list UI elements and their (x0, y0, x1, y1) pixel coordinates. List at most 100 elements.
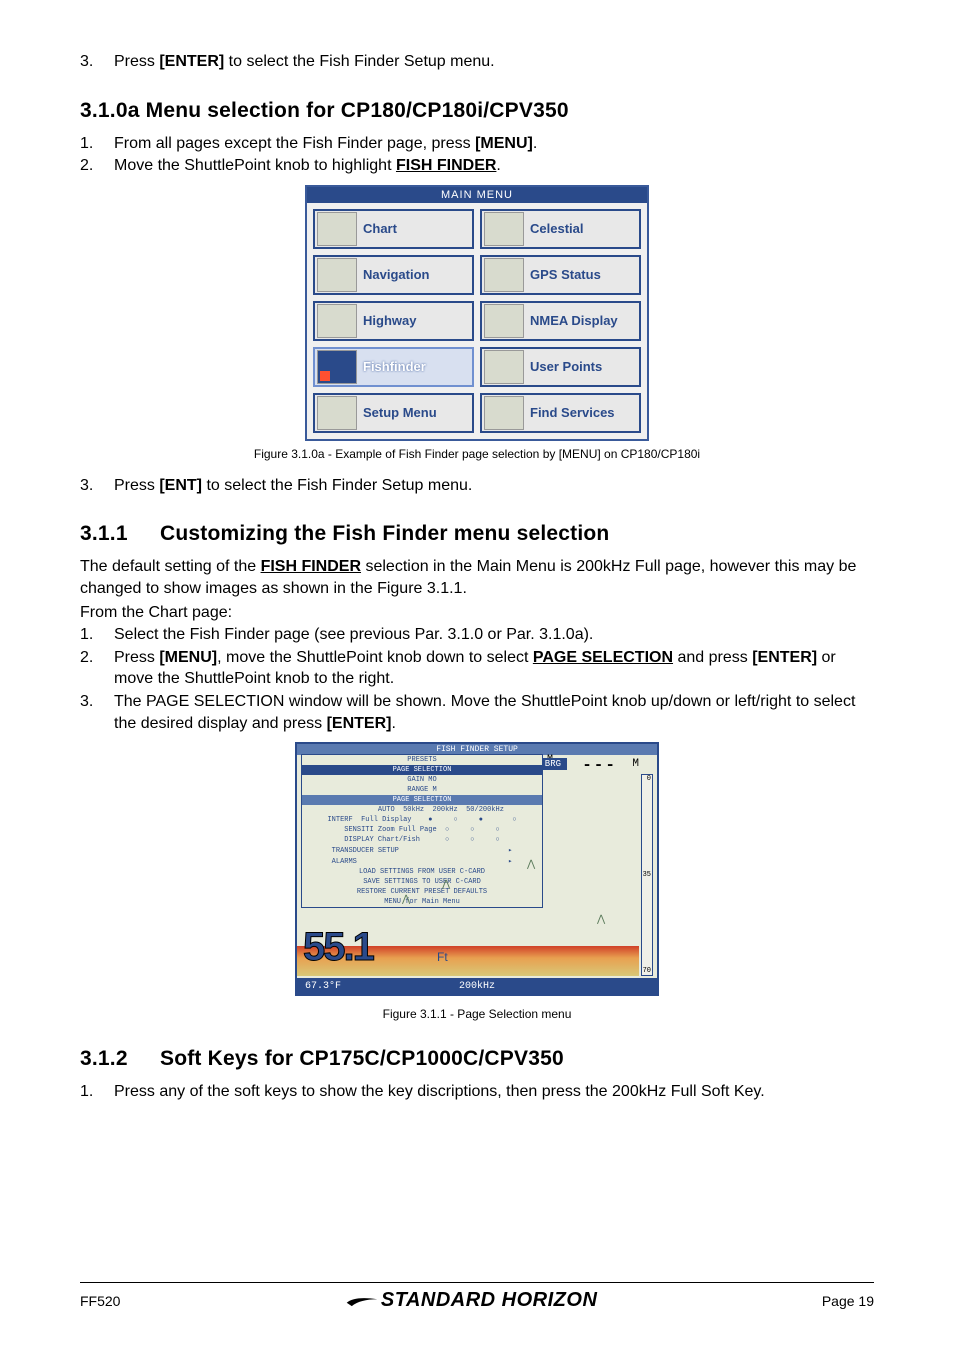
menu-cell-fishfinder[interactable]: Fishfinder (313, 347, 474, 387)
thumb-nmea-icon (484, 304, 524, 338)
text: Press (114, 649, 159, 666)
key-enter: [ENTER] (327, 715, 392, 732)
menu-cell-highway[interactable]: Highway (313, 301, 474, 341)
thumb-findservices-icon (484, 396, 524, 430)
heading-3-1-1: 3.1.1Customizing the Fish Finder menu se… (80, 522, 874, 546)
menu-label: Navigation (363, 267, 429, 282)
thumb-highway-icon (317, 304, 357, 338)
list-number: 3. (80, 691, 114, 734)
main-menu-title: MAIN MENU (307, 187, 647, 203)
scale-tick: 35 (643, 871, 651, 879)
text: to select the Fish Finder Setup menu. (224, 53, 494, 70)
text: From all pages except the Fish Finder pa… (114, 135, 475, 152)
list-text: Select the Fish Finder page (see previou… (114, 624, 874, 646)
sec-a-item-1: 1. From all pages except the Fish Finder… (80, 133, 874, 155)
list-number: 2. (80, 647, 114, 690)
ff-row: PRESETS (302, 755, 542, 765)
list-text: Move the ShuttlePoint knob to highlight … (114, 155, 874, 177)
sec-b-item-2: 2. Press [MENU], move the ShuttlePoint k… (80, 647, 874, 690)
ff-row: SENSITI Zoom Full Page ○ ○ ○ (302, 825, 542, 835)
sec-c-item-1: 1. Press any of the soft keys to show th… (80, 1081, 874, 1103)
swoosh-icon (345, 1294, 379, 1308)
menu-label: Celestial (530, 221, 583, 236)
thumb-userpoints-icon (484, 350, 524, 384)
key-menu: [MENU] (475, 135, 533, 152)
thumb-fishfinder-icon (317, 350, 357, 384)
text: . (391, 715, 395, 732)
menu-cell-userpoints[interactable]: User Points (480, 347, 641, 387)
text: The default setting of the (80, 558, 261, 575)
menu-label: Fishfinder (363, 359, 426, 374)
list-number: 1. (80, 133, 114, 155)
heading-3-1-2: 3.1.2Soft Keys for CP175C/CP1000C/CPV350 (80, 1047, 874, 1071)
list-text: Press [ENT] to select the Fish Finder Se… (114, 475, 874, 497)
ff-row: GAIN MO (302, 775, 542, 785)
logo-text: STANDARD HORIZON (381, 1289, 598, 1311)
main-menu-grid: Chart Celestial Navigation GPS Status Hi… (307, 203, 647, 439)
text: to select the Fish Finder Setup menu. (202, 477, 472, 494)
text: and press (673, 649, 752, 666)
footer-page-number: Page 19 (822, 1293, 874, 1309)
ff-row: ALARMS ▸ (302, 856, 542, 867)
list-number: 3. (80, 475, 114, 497)
heading-text: Customizing the Fish Finder menu selecti… (160, 522, 609, 545)
list-text: From all pages except the Fish Finder pa… (114, 133, 874, 155)
figure-caption-3-1-1: Figure 3.1.1 - Page Selection menu (80, 1007, 874, 1021)
text: Press (114, 53, 159, 70)
menu-label: Setup Menu (363, 405, 437, 420)
heading-3-1-0a: 3.1.0a Menu selection for CP180/CP180i/C… (80, 99, 874, 123)
key-enter: [ENTER] (159, 53, 224, 70)
menu-cell-setup[interactable]: Setup Menu (313, 393, 474, 433)
sec-b-para: The default setting of the FISH FINDER s… (80, 556, 874, 599)
ff-row: LOAD SETTINGS FROM USER C-CARD (302, 867, 542, 877)
scale-tick: 70 (643, 967, 651, 975)
fish-icon: ⋀ (527, 859, 535, 871)
list-number: 2. (80, 155, 114, 177)
intro-item-3: 3. Press [ENTER] to select the Fish Find… (80, 51, 874, 73)
ff-temp: 67.3°F (305, 981, 341, 992)
text: Move the ShuttlePoint knob to highlight (114, 157, 396, 174)
scale-tick: 0 (647, 775, 651, 783)
list-number: 1. (80, 1081, 114, 1103)
ff-screenshot: FISH FINDER SETUP Fish M BRG --- M PRESE… (295, 742, 659, 996)
ff-row: RESTORE CURRENT PRESET DEFAULTS (302, 887, 542, 897)
page-footer: FF520 STANDARD HORIZON Page 19 (80, 1282, 874, 1312)
menu-cell-chart[interactable]: Chart (313, 209, 474, 249)
text: . (533, 135, 537, 152)
list-number: 1. (80, 624, 114, 646)
link-fish-finder: FISH FINDER (261, 558, 361, 575)
text: . (496, 157, 500, 174)
key-ent: [ENT] (159, 477, 202, 494)
key-enter: [ENTER] (752, 649, 817, 666)
menu-label: NMEA Display (530, 313, 618, 328)
thumb-gps-icon (484, 258, 524, 292)
menu-label: Chart (363, 221, 397, 236)
list-text: Press any of the soft keys to show the k… (114, 1081, 874, 1103)
list-text: The PAGE SELECTION window will be shown.… (114, 691, 874, 734)
text: The PAGE SELECTION window will be shown.… (114, 693, 855, 732)
ff-brg-badge: BRG (539, 758, 567, 770)
heading-text: Soft Keys for CP175C/CP1000C/CPV350 (160, 1047, 564, 1070)
sec-a-item-2: 2. Move the ShuttlePoint knob to highlig… (80, 155, 874, 177)
menu-cell-gps[interactable]: GPS Status (480, 255, 641, 295)
ff-row-menu: MENU for Main Menu (302, 897, 542, 907)
footer-logo: STANDARD HORIZON (345, 1289, 598, 1312)
list-number: 3. (80, 51, 114, 73)
ff-row: RANGE M (302, 785, 542, 795)
ff-dash: --- (582, 756, 617, 774)
sec-b-item-1: 1. Select the Fish Finder page (see prev… (80, 624, 874, 646)
ff-m-right: M (632, 758, 639, 770)
menu-cell-celestial[interactable]: Celestial (480, 209, 641, 249)
ff-row: TRANSDUCER SETUP ▸ (302, 845, 542, 856)
link-page-selection: PAGE SELECTION (533, 649, 673, 666)
fish-icon: ⋀ (402, 894, 410, 906)
after-menu-item-3: 3. Press [ENT] to select the Fish Finder… (80, 475, 874, 497)
menu-cell-navigation[interactable]: Navigation (313, 255, 474, 295)
menu-label: GPS Status (530, 267, 601, 282)
text: Press (114, 477, 159, 494)
fish-icon: ⋀ (442, 879, 450, 891)
menu-cell-findservices[interactable]: Find Services (480, 393, 641, 433)
ff-panel-header: PAGE SELECTION (302, 765, 542, 775)
menu-cell-nmea[interactable]: NMEA Display (480, 301, 641, 341)
ff-bottom-bar: 67.3°F 200kHz (297, 978, 657, 994)
